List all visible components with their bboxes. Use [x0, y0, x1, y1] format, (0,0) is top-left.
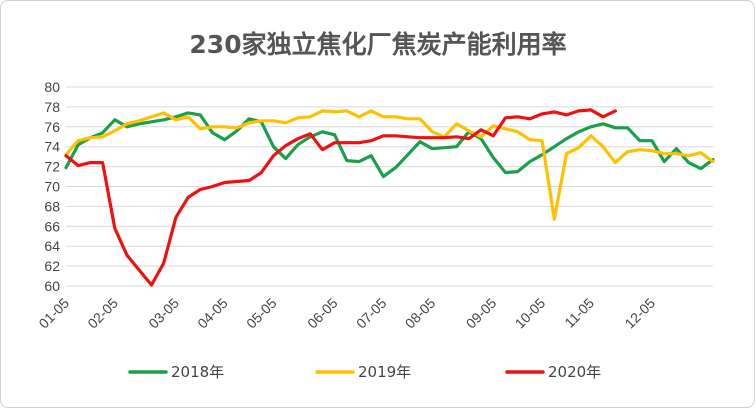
y-tick-label: 62: [44, 258, 60, 274]
x-tick-label: 01-05: [35, 295, 72, 332]
chart-title: 230家独立焦化厂焦炭产能利用率: [189, 30, 566, 59]
x-tick-label: 10-05: [512, 295, 549, 332]
legend-label: 2019年: [358, 363, 411, 381]
y-tick-label: 72: [44, 159, 60, 175]
x-tick-label: 04-05: [194, 295, 231, 332]
y-tick-label: 70: [44, 179, 60, 195]
series-line-3: [64, 108, 617, 287]
y-tick-label: 66: [44, 218, 60, 234]
y-tick-label: 76: [44, 119, 60, 135]
y-axis-ticks: 60 62 64 66 68 70 72 74 76 78 80: [44, 79, 60, 294]
y-tick-label: 68: [44, 198, 60, 214]
x-tick-label: 09-05: [463, 295, 500, 332]
y-tick-label: 80: [44, 79, 60, 95]
x-tick-label: 11-05: [561, 295, 597, 331]
x-tick-label: 03-05: [145, 295, 182, 332]
legend: 2018年 2019年 2020年: [128, 363, 601, 381]
x-tick-label: 12-05: [621, 295, 658, 332]
y-tick-label: 60: [44, 278, 60, 294]
series-lines: [64, 108, 715, 287]
x-tick-label: 08-05: [402, 295, 439, 332]
legend-label: 2018年: [171, 363, 224, 381]
grid-lines: [66, 86, 713, 287]
x-axis-ticks: 01-05 02-05 03-05 04-05 05-05 06-05 07-05 08-05…: [35, 295, 658, 332]
series-line-2: [64, 109, 715, 221]
x-tick-label: 06-05: [304, 295, 341, 332]
y-tick-label: 74: [44, 139, 60, 155]
x-tick-label: 05-05: [243, 295, 280, 332]
x-tick-label: 07-05: [353, 295, 390, 332]
x-tick-label: 02-05: [84, 295, 121, 332]
legend-label: 2020年: [548, 363, 601, 381]
y-tick-label: 64: [44, 238, 60, 254]
y-tick-label: 78: [44, 99, 60, 115]
